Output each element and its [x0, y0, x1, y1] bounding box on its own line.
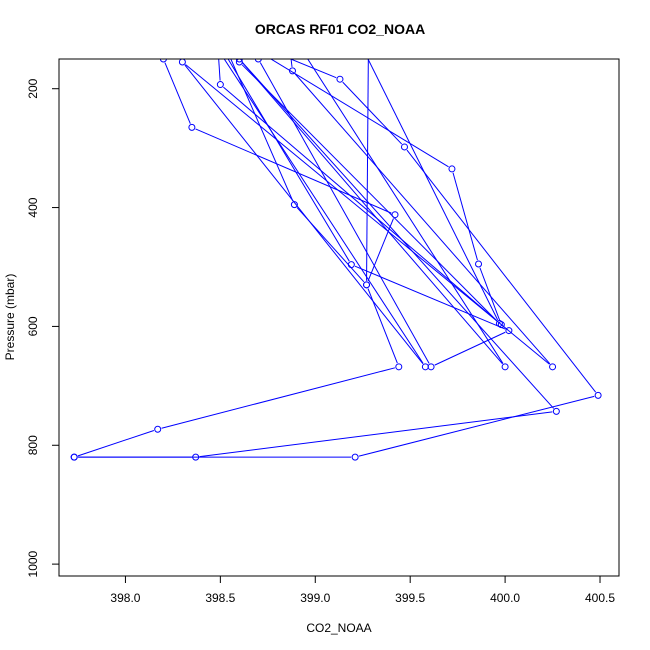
y-tick-label: 800	[26, 435, 40, 455]
series-segment	[230, 59, 294, 202]
series-segment	[307, 59, 504, 364]
series-segment	[294, 73, 551, 365]
series-segment	[269, 59, 449, 168]
data-point	[395, 363, 403, 371]
series-segment	[259, 62, 430, 364]
data-point	[235, 59, 243, 66]
series-segment	[241, 64, 497, 321]
series-segment	[290, 59, 293, 67]
data-point	[351, 453, 359, 461]
data-point	[501, 363, 509, 371]
data-series	[70, 59, 602, 461]
y-tick-label: 400	[26, 197, 40, 217]
x-tick-label: 398.5	[205, 591, 235, 605]
data-point	[154, 425, 162, 433]
series-segment	[241, 61, 555, 409]
data-point	[336, 75, 344, 83]
data-point	[495, 319, 503, 327]
series-segment	[342, 81, 403, 145]
series-segment	[199, 411, 553, 458]
series-segment	[358, 395, 595, 457]
series-segment	[223, 86, 499, 323]
series-segment	[367, 59, 499, 321]
data-point	[497, 321, 505, 329]
data-point	[192, 453, 200, 461]
x-axis-label: CO2_NOAA	[306, 621, 371, 635]
y-axis: 200 400 600 800 1000	[26, 78, 60, 577]
data-point	[391, 211, 399, 219]
data-point	[178, 59, 186, 66]
data-point	[347, 261, 355, 269]
x-tick-label: 398.0	[110, 591, 140, 605]
data-point	[505, 327, 513, 335]
x-tick-label: 400.0	[490, 591, 520, 605]
data-point	[70, 453, 78, 461]
data-point	[448, 165, 456, 173]
series-segment	[184, 64, 424, 365]
data-point	[363, 281, 371, 289]
y-tick-label: 1000	[26, 550, 40, 577]
y-tick-label: 200	[26, 78, 40, 98]
y-axis-label: Pressure (mbar)	[3, 274, 17, 361]
series-segment	[366, 59, 369, 281]
series-segment	[241, 61, 503, 365]
series-segment	[223, 59, 424, 364]
series-segment	[195, 128, 392, 214]
data-point	[159, 59, 167, 63]
series-segment	[367, 218, 394, 282]
plot-frame	[58, 58, 620, 577]
data-point	[254, 59, 262, 63]
data-point	[427, 363, 435, 371]
series-segment	[161, 367, 396, 429]
data-point	[594, 391, 602, 399]
series-segment	[434, 331, 506, 366]
data-point	[549, 363, 557, 371]
data-point	[288, 67, 296, 75]
series-segment	[289, 59, 337, 79]
x-tick-label: 399.5	[395, 591, 425, 605]
data-series	[70, 59, 560, 461]
x-tick-label: 400.5	[585, 591, 615, 605]
chart-title: ORCAS RF01 CO2_NOAA	[255, 21, 425, 37]
series-segment	[452, 172, 478, 261]
y-tick-label: 600	[26, 316, 40, 336]
series-segment	[185, 64, 550, 365]
data-series	[178, 59, 557, 371]
data-point	[235, 59, 243, 63]
data-point	[552, 407, 560, 415]
series-segment	[479, 267, 501, 322]
series-segment	[77, 430, 155, 457]
x-tick-label: 399.0	[300, 591, 330, 605]
data-point	[290, 201, 298, 209]
series-segment	[218, 59, 221, 81]
x-axis: 398.0 398.5 399.0 399.5 400.0 400.5	[110, 575, 615, 605]
series-layer	[70, 59, 602, 461]
data-point	[400, 143, 408, 151]
series-segment	[406, 149, 597, 393]
data-point	[421, 363, 429, 371]
data-point	[216, 81, 224, 89]
data-point	[475, 260, 483, 268]
series-segment	[164, 62, 191, 124]
data-point	[188, 123, 196, 131]
